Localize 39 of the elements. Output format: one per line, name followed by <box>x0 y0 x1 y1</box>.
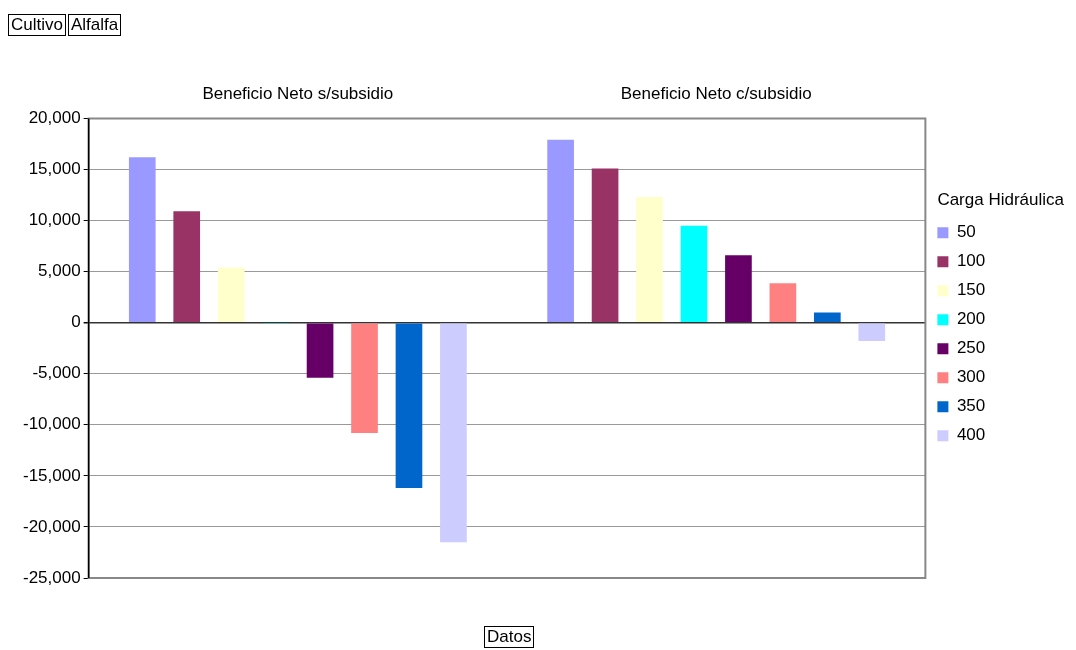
y-tick-label: -10,000 <box>22 414 81 434</box>
bar <box>858 323 886 342</box>
bar <box>814 312 841 322</box>
bar <box>680 225 708 322</box>
bar <box>547 139 574 322</box>
legend-title: Carga Hidráulica <box>937 189 1065 209</box>
bar <box>636 197 663 322</box>
legend-label: 50 <box>956 222 976 242</box>
text: Cultivo <box>8 14 66 36</box>
y-tick-label: 5,000 <box>38 261 81 281</box>
y-tick-label: -15,000 <box>22 465 81 485</box>
bar <box>306 323 334 378</box>
text: Alfalfa <box>68 14 122 36</box>
y-tick-label: 15,000 <box>28 159 81 179</box>
legend-label: 100 <box>956 251 986 271</box>
y-tick-label: -25,000 <box>22 567 81 587</box>
y-tick-label: -5,000 <box>32 363 81 383</box>
bar <box>591 168 619 322</box>
y-tick-label: 20,000 <box>28 108 81 128</box>
legend-label: 200 <box>956 309 986 329</box>
x-tick-label: Beneficio Neto s/subsidio <box>202 83 394 103</box>
y-tick-label: -20,000 <box>22 516 81 536</box>
bar <box>440 323 467 543</box>
bar <box>725 255 752 322</box>
legend-label: 350 <box>956 396 986 416</box>
bar <box>173 211 201 322</box>
bar <box>128 157 156 322</box>
legend-label: 150 <box>956 280 986 300</box>
x-tick-label: Beneficio Neto c/subsidio <box>620 83 812 103</box>
bar <box>769 283 797 322</box>
legend-label: 300 <box>956 367 986 387</box>
legend-label: 250 <box>956 338 986 358</box>
bar <box>217 267 245 322</box>
x-axis-title: Datos <box>484 626 535 648</box>
bar <box>351 323 378 433</box>
y-tick-label: 10,000 <box>28 210 81 230</box>
y-tick-label: 0 <box>71 312 81 332</box>
legend-label: 400 <box>956 425 986 445</box>
bar <box>395 323 423 489</box>
